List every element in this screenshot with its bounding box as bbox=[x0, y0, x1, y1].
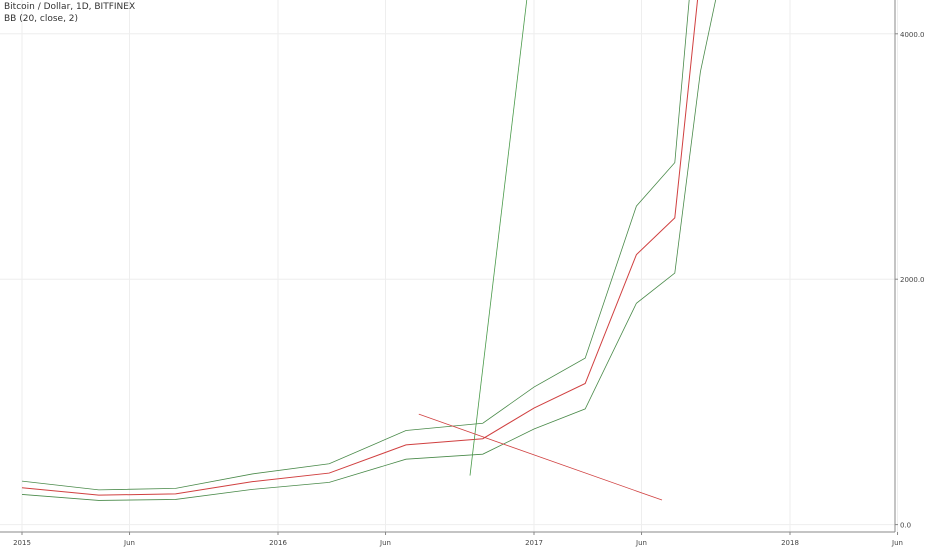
x-tick-label: 2015 bbox=[13, 539, 31, 547]
bollinger-lower bbox=[21, 0, 717, 501]
price-series bbox=[21, 0, 717, 501]
x-tick-label: 2016 bbox=[269, 539, 287, 547]
y-tick-label: 4000.0 bbox=[900, 31, 925, 39]
trendline-green bbox=[469, 0, 528, 476]
bollinger-upper bbox=[21, 0, 690, 491]
trendline-red bbox=[418, 413, 663, 501]
time-axis: 2015Jun2016Jun2017Jun2018Jun2019Jun2020 bbox=[0, 531, 903, 547]
grid bbox=[0, 0, 899, 532]
price-line bbox=[21, 0, 699, 496]
indicator-label: BB (20, close, 2) bbox=[4, 14, 79, 24]
x-tick-label: Jun bbox=[123, 539, 135, 547]
x-tick-label: 2018 bbox=[781, 539, 799, 547]
y-tick-label: 2000.0 bbox=[900, 276, 925, 284]
x-tick-label: Jun bbox=[891, 539, 903, 547]
x-tick-label: Jun bbox=[379, 539, 391, 547]
x-tick-label: 2017 bbox=[525, 539, 543, 547]
x-tick-label: Jun bbox=[635, 539, 647, 547]
chart-title: Bitcoin / Dollar, 1D, BITFINEX bbox=[4, 2, 136, 12]
price-axis: 0.02000.04000.06000.08000.010000.012000.… bbox=[894, 0, 925, 532]
y-tick-label: 0.0 bbox=[900, 522, 911, 530]
